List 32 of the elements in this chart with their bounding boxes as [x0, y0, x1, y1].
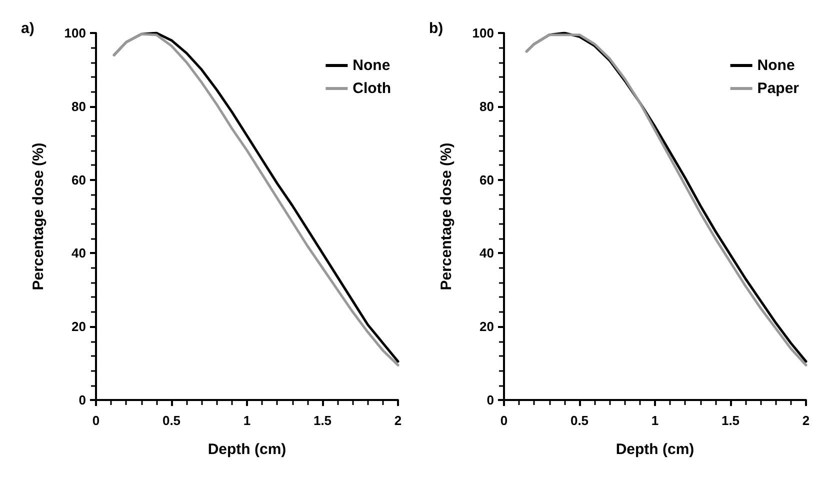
- x-tick-label: 2: [802, 413, 810, 428]
- y-tick-label: 20: [480, 319, 494, 334]
- y-tick-label: 80: [72, 98, 86, 114]
- y-tick-label: 100: [64, 26, 86, 40]
- y-tick-label: 40: [480, 246, 494, 261]
- legend-label: None: [757, 57, 795, 74]
- y-tick-label: 60: [72, 172, 86, 188]
- y-axis-title: Percentage dose (%): [438, 142, 455, 290]
- x-tick-label: 1: [651, 413, 659, 428]
- x-tick-label: 1.5: [721, 413, 740, 428]
- x-tick-label: 0: [92, 413, 100, 428]
- chart-title: a): [21, 20, 34, 37]
- y-axis-title: Percentage dose (%): [30, 142, 47, 290]
- y-tick-label: 100: [472, 26, 494, 40]
- x-tick-label: 0.5: [162, 413, 181, 428]
- legend-label: Cloth: [352, 80, 392, 97]
- x-tick-label: 0.5: [570, 413, 589, 428]
- y-tick-label: 20: [72, 319, 86, 334]
- x-tick-label: 1.5: [313, 413, 332, 428]
- y-tick-label: 80: [480, 98, 494, 114]
- chart-title: b): [429, 20, 444, 37]
- legend-label: Paper: [757, 80, 800, 97]
- y-tick-label: 60: [480, 172, 494, 188]
- legend-label: None: [352, 57, 390, 74]
- x-axis-title: Depth (cm): [616, 441, 694, 458]
- y-tick-label: 40: [72, 246, 86, 261]
- x-axis-title: Depth (cm): [208, 441, 286, 458]
- y-tick-label: 0: [486, 392, 494, 408]
- y-tick-label: 0: [78, 392, 86, 408]
- x-tick-label: 0: [500, 413, 508, 428]
- x-tick-label: 1: [243, 413, 251, 428]
- x-tick-label: 2: [394, 413, 402, 428]
